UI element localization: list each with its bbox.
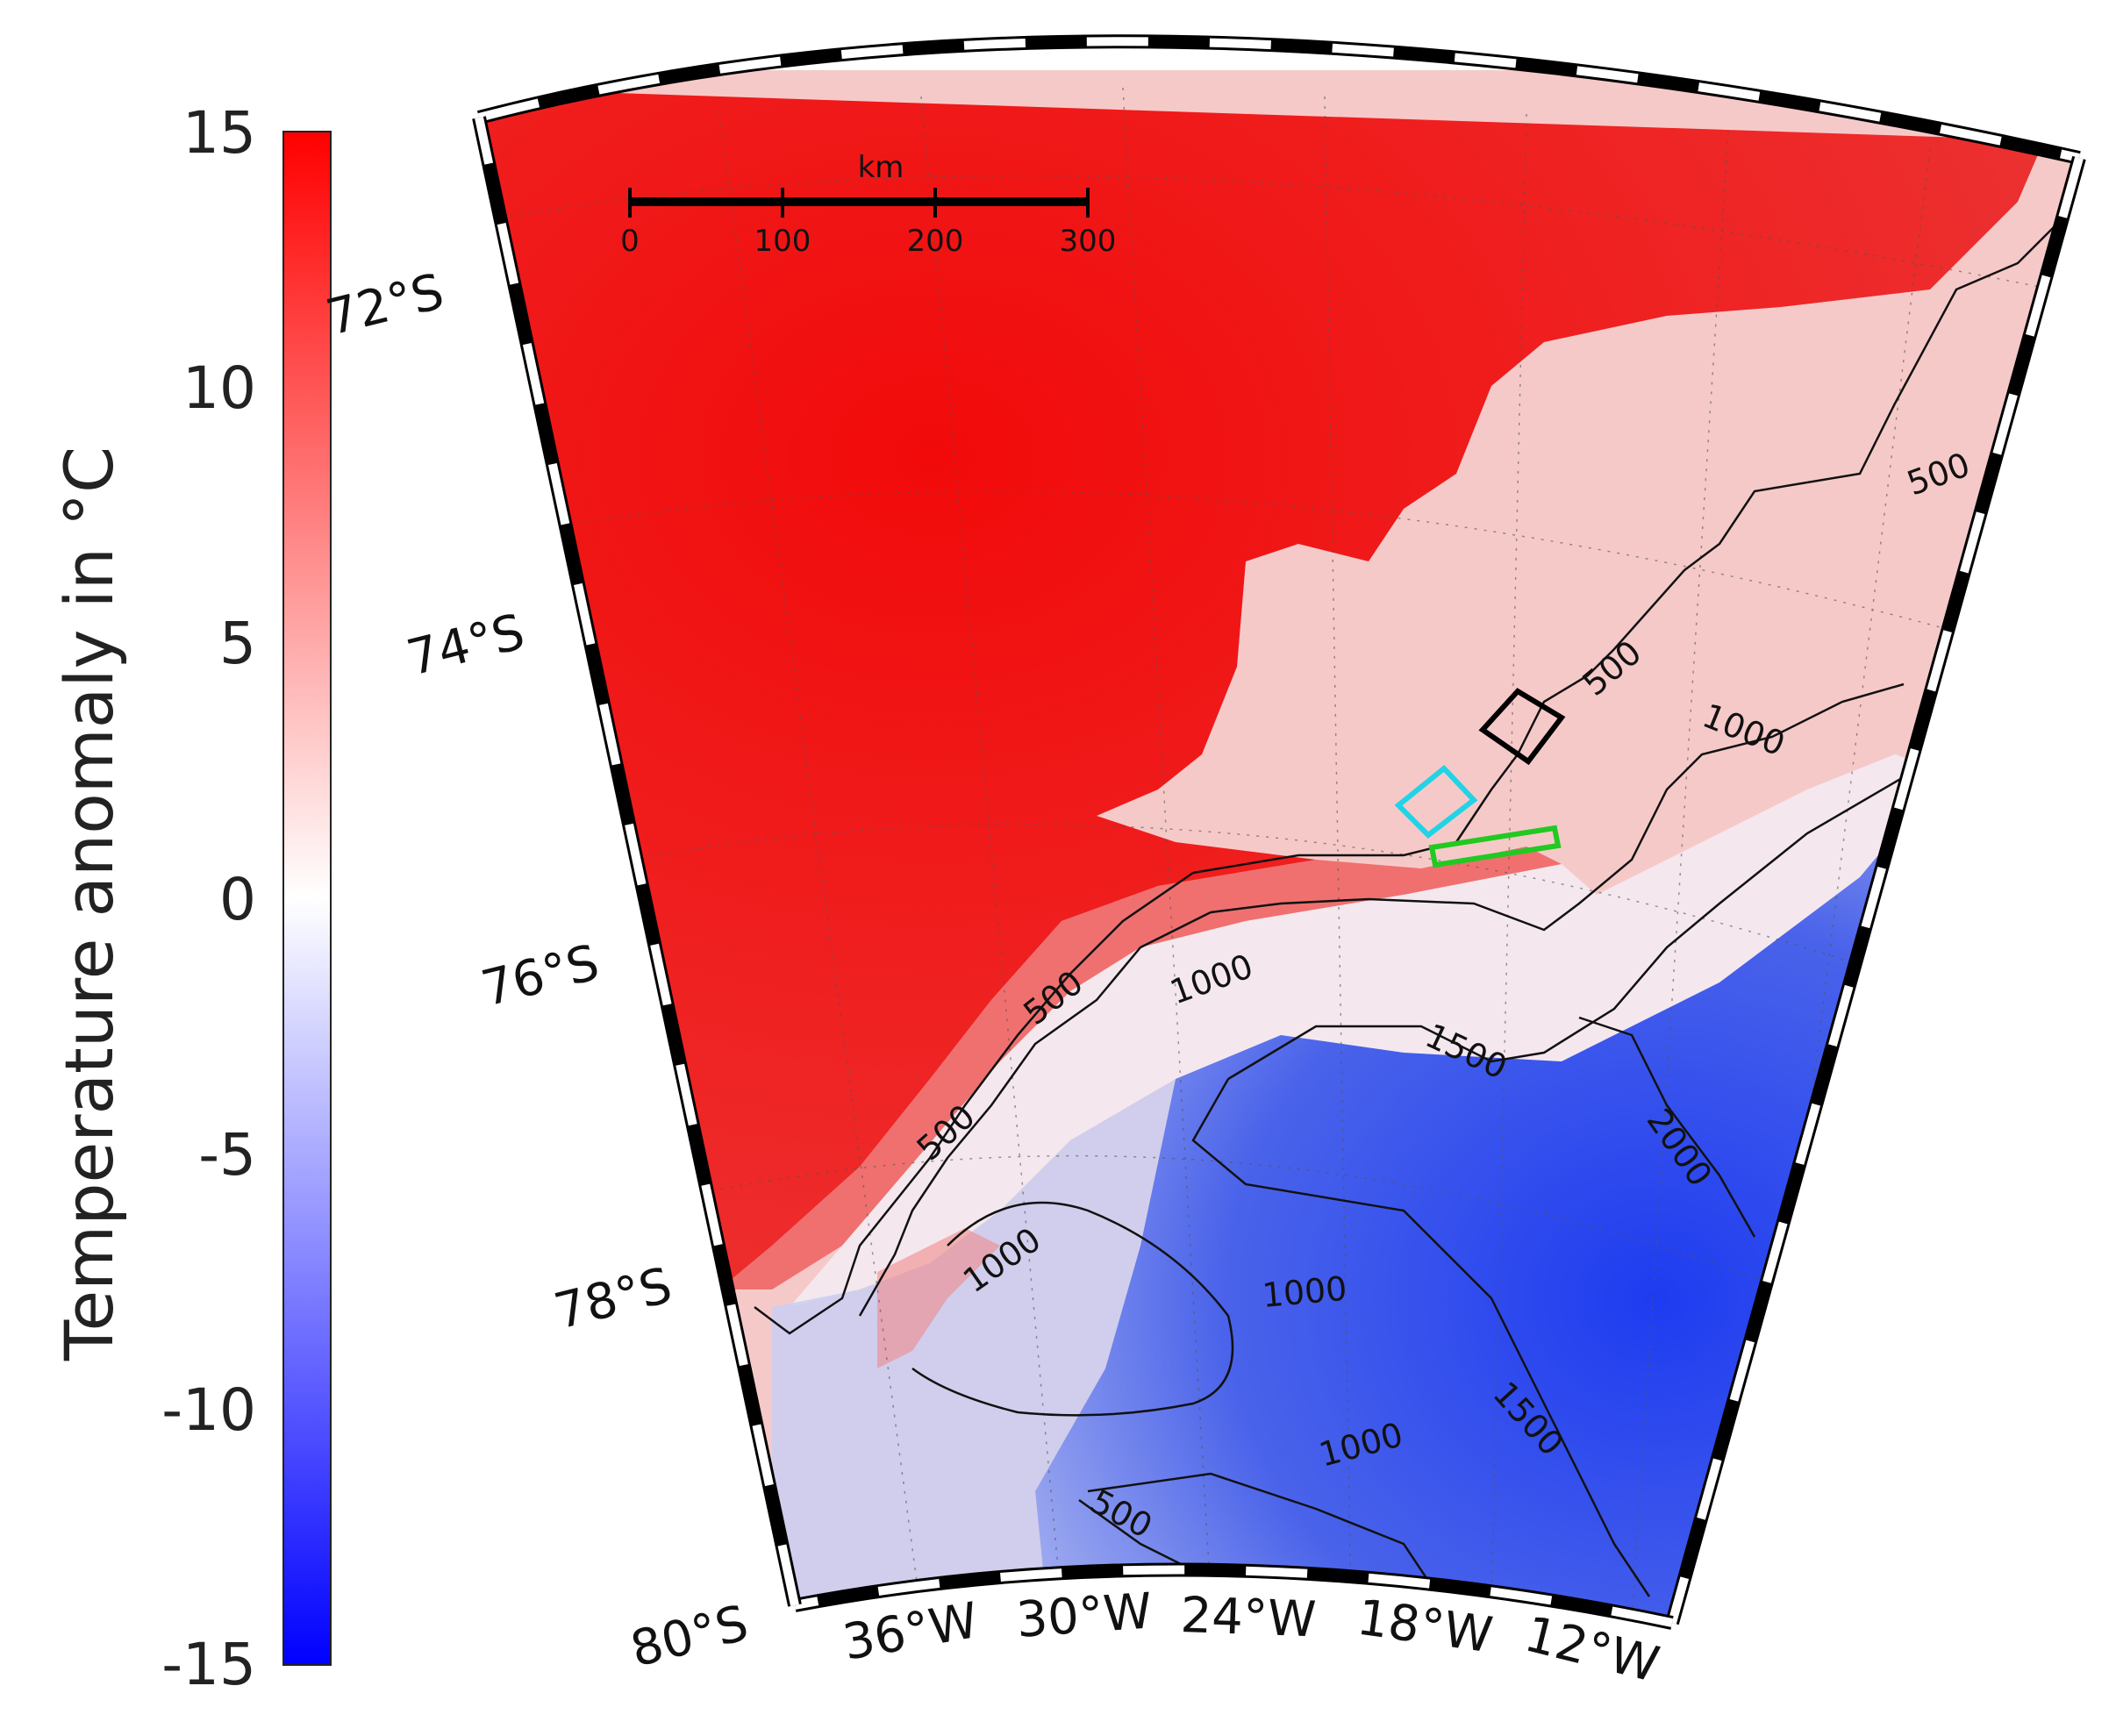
isobath-1000-west bbox=[858, 911, 1212, 1317]
scale-bar-tick-200: 200 bbox=[907, 224, 964, 259]
scale-bar-unit: km bbox=[858, 150, 904, 185]
lon-label-30w: 30°W bbox=[1014, 1582, 1154, 1649]
colorbar: 15 10 5 0 -5 -10 -15 Temperature anomaly… bbox=[50, 99, 332, 1698]
lon-label-18w: 18°W bbox=[1354, 1589, 1496, 1664]
green-box bbox=[1428, 825, 1562, 868]
colorbar-tick-15: 15 bbox=[182, 99, 256, 167]
slope-band bbox=[719, 847, 1562, 1289]
isobath-1500-south bbox=[1191, 1078, 1651, 1597]
black-box bbox=[1478, 688, 1566, 766]
lat-label-78s: 78°S bbox=[549, 1257, 678, 1341]
colorbar-tick-5: 5 bbox=[219, 610, 256, 677]
scale-bar-tick-300: 300 bbox=[1060, 224, 1117, 259]
colorbar-ticks: 15 10 5 0 -5 -10 -15 bbox=[161, 99, 256, 1698]
lat-label-80s: 80°S bbox=[626, 1595, 754, 1679]
warm-ocean-region bbox=[479, 88, 2044, 1316]
isobath-500-west bbox=[754, 871, 1194, 1335]
isobath-1000-mid bbox=[1210, 682, 1905, 932]
isobath-1500-mid bbox=[1227, 770, 1965, 1081]
lon-label-36w: 36°W bbox=[839, 1592, 983, 1672]
colorbar-label: Temperature anomaly in °C bbox=[50, 447, 128, 1361]
lon-label-24w: 24°W bbox=[1180, 1587, 1318, 1648]
isobath-label: 1000 bbox=[1261, 1269, 1348, 1315]
cyan-box bbox=[1394, 764, 1478, 839]
map: km 0 100 200 300 500 500 1000 500 1000 1… bbox=[321, 34, 2086, 1694]
isobath-1000-south bbox=[1087, 1472, 1440, 1597]
colorbar-tick-10: 10 bbox=[182, 354, 256, 422]
lat-label-76s: 76°S bbox=[476, 934, 605, 1018]
southern-cold-shelf bbox=[772, 1079, 1176, 1623]
isobath-2000 bbox=[1578, 1016, 1756, 1238]
transition-band bbox=[790, 754, 1948, 1307]
map-frame bbox=[472, 34, 2086, 1630]
scale-bar-tick-0: 0 bbox=[620, 224, 640, 259]
scale-bar-tick-100: 100 bbox=[754, 224, 811, 259]
coastal-warm-strip bbox=[877, 1228, 1000, 1368]
colorbar-gradient bbox=[282, 131, 332, 1666]
colorbar-tick-minus5: -5 bbox=[198, 1121, 256, 1189]
isobath-1000-loop bbox=[911, 1201, 1234, 1417]
scale-bar: km 0 100 200 300 bbox=[620, 150, 1116, 259]
lat-label-72s: 72°S bbox=[321, 263, 450, 347]
colorbar-tick-minus10: -10 bbox=[161, 1376, 256, 1444]
colorbar-tick-minus15: -15 bbox=[161, 1631, 256, 1698]
lat-label-74s: 74°S bbox=[402, 604, 531, 688]
colorbar-tick-0: 0 bbox=[219, 866, 256, 933]
